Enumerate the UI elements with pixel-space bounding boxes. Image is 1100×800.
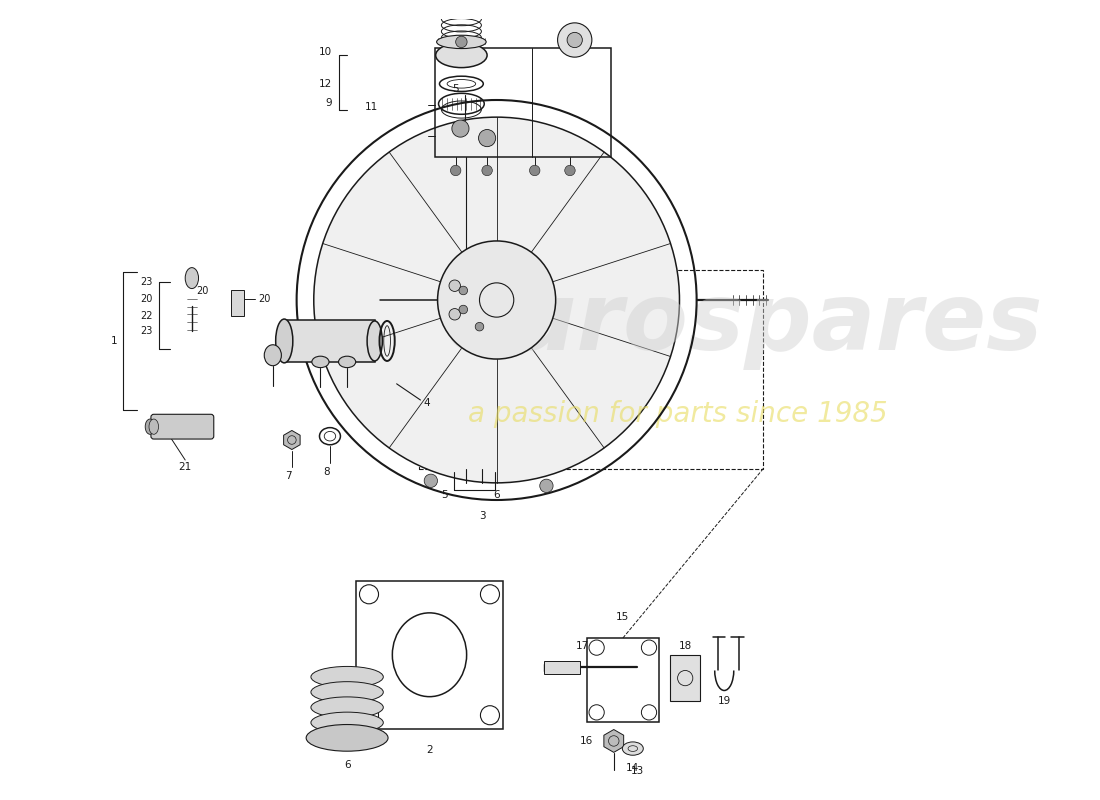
Text: eurospares: eurospares	[446, 278, 1043, 370]
Bar	[284, 320, 375, 362]
Text: 18: 18	[679, 641, 692, 650]
Text: 3: 3	[478, 511, 486, 521]
Ellipse shape	[276, 319, 293, 363]
Text: 9: 9	[326, 98, 332, 108]
Text: 4: 4	[424, 398, 430, 408]
Circle shape	[568, 32, 582, 48]
Ellipse shape	[185, 268, 198, 289]
Text: 10: 10	[319, 47, 332, 58]
Ellipse shape	[623, 742, 643, 755]
Text: 20: 20	[197, 286, 209, 297]
Text: 1: 1	[111, 336, 118, 346]
Text: 19: 19	[717, 696, 730, 706]
Ellipse shape	[311, 682, 383, 702]
Ellipse shape	[306, 725, 388, 751]
Text: 11: 11	[365, 102, 378, 112]
Text: 20: 20	[141, 294, 153, 304]
Circle shape	[558, 23, 592, 57]
Text: 13: 13	[631, 766, 645, 777]
Ellipse shape	[264, 345, 282, 366]
Ellipse shape	[367, 321, 383, 361]
Circle shape	[455, 36, 468, 48]
Text: 8: 8	[322, 467, 330, 478]
Ellipse shape	[311, 666, 383, 687]
Circle shape	[475, 322, 484, 331]
Ellipse shape	[145, 419, 155, 434]
Ellipse shape	[311, 712, 383, 733]
Text: 23: 23	[141, 277, 153, 287]
Text: 7: 7	[285, 471, 292, 481]
Circle shape	[478, 130, 496, 146]
Text: 20: 20	[258, 294, 271, 304]
Circle shape	[459, 286, 468, 294]
Text: 5: 5	[441, 490, 448, 500]
Circle shape	[459, 306, 468, 314]
Bar	[355, 581, 504, 729]
Ellipse shape	[148, 419, 158, 434]
Text: 2: 2	[426, 745, 432, 754]
Bar	[670, 655, 701, 701]
Ellipse shape	[339, 356, 355, 368]
Circle shape	[425, 474, 438, 487]
Bar	[544, 661, 581, 674]
Text: 23: 23	[141, 326, 153, 337]
Circle shape	[314, 117, 680, 483]
Circle shape	[482, 166, 493, 176]
Ellipse shape	[312, 356, 329, 368]
Text: 14: 14	[626, 762, 639, 773]
Circle shape	[449, 309, 461, 320]
Text: 17: 17	[575, 642, 589, 651]
Circle shape	[564, 166, 575, 176]
Circle shape	[450, 166, 461, 176]
Bar	[418, 270, 763, 469]
Circle shape	[438, 241, 556, 359]
Text: 16: 16	[580, 736, 593, 746]
Text: 21: 21	[178, 462, 191, 472]
Circle shape	[529, 166, 540, 176]
Text: 6: 6	[344, 759, 351, 770]
Text: 5: 5	[452, 83, 459, 94]
Bar	[587, 638, 659, 722]
Bar	[434, 48, 610, 157]
Circle shape	[452, 120, 469, 137]
Ellipse shape	[311, 697, 383, 718]
Ellipse shape	[437, 35, 486, 49]
Text: 6: 6	[493, 490, 499, 500]
Circle shape	[540, 479, 553, 493]
Text: 22: 22	[141, 311, 153, 321]
Text: 15: 15	[616, 612, 629, 622]
Text: a passion for parts since 1985: a passion for parts since 1985	[468, 400, 888, 428]
Ellipse shape	[436, 43, 487, 68]
Circle shape	[449, 280, 461, 291]
Bar	[231, 290, 244, 316]
FancyBboxPatch shape	[151, 414, 213, 439]
Text: 12: 12	[319, 79, 332, 89]
